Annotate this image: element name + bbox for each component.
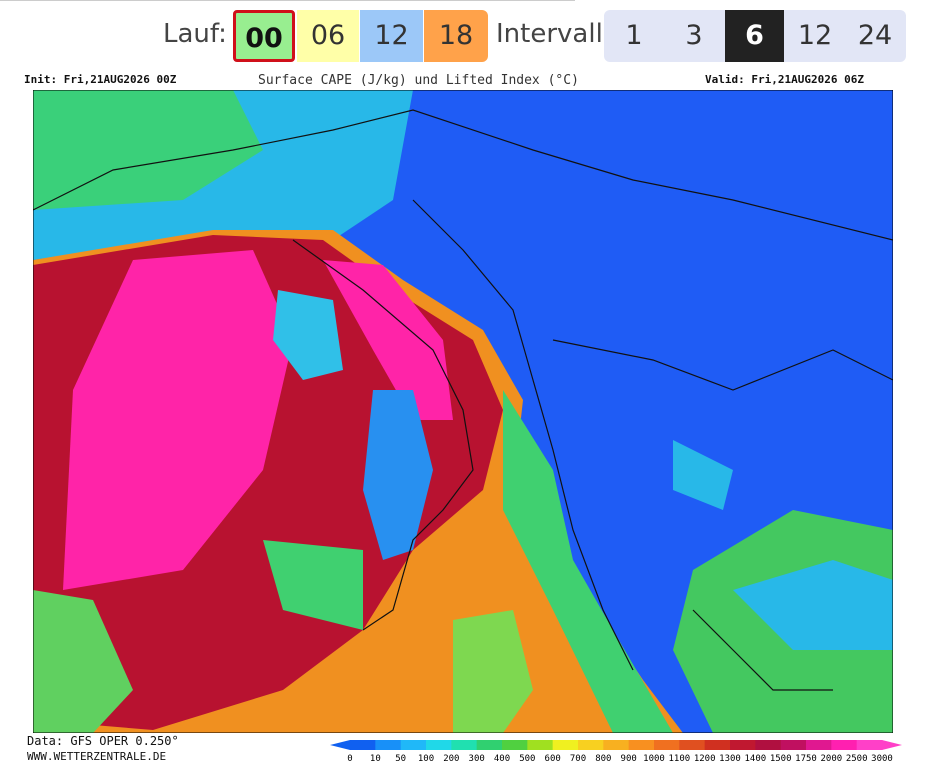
cape-area	[63, 250, 293, 590]
run-button[interactable]: 12	[360, 10, 423, 62]
scale-label: 100	[418, 754, 434, 764]
scale-label: 10	[370, 754, 381, 764]
scale-arrow	[882, 740, 902, 750]
scale-segment	[426, 740, 452, 750]
scale-segment	[856, 740, 883, 750]
scale-arrow	[330, 740, 350, 750]
scale-segment	[628, 740, 655, 750]
scale-label: 200	[443, 754, 459, 764]
scale-label: 50	[395, 754, 406, 764]
website: WWW.WETTERZENTRALE.DE	[27, 750, 167, 763]
scale-segment	[552, 740, 579, 750]
scale-label: 1200	[694, 754, 716, 764]
scale-label: 1750	[795, 754, 817, 764]
scale-segment	[780, 740, 807, 750]
cape-area	[363, 390, 433, 560]
scale-segment	[350, 740, 376, 750]
interval-button[interactable]: 24	[857, 20, 893, 51]
scale-segment	[451, 740, 478, 750]
interval-button[interactable]: 12	[797, 20, 833, 51]
scale-label: 700	[570, 754, 586, 764]
run-label: Lauf:	[163, 19, 227, 49]
cape-area	[453, 610, 533, 733]
scale-segment	[654, 740, 680, 750]
coastline	[292, 239, 474, 631]
scale-segment	[502, 740, 528, 750]
scale-label: 500	[519, 754, 535, 764]
scale-label: 1300	[719, 754, 741, 764]
top-border	[0, 0, 575, 1]
scale-segment	[603, 740, 630, 750]
scale-segment	[400, 740, 427, 750]
scale-label: 2000	[820, 754, 842, 764]
scale-label: 600	[545, 754, 561, 764]
interval-button[interactable]: 6	[725, 10, 784, 62]
coastline	[412, 199, 634, 671]
border	[33, 109, 893, 241]
scale-label: 800	[595, 754, 611, 764]
data-source: Data: GFS OPER 0.250°	[27, 734, 179, 748]
scale-label: 0	[347, 754, 352, 764]
cape-area	[33, 590, 133, 733]
scale-segment	[578, 740, 604, 750]
scale-segment	[831, 740, 858, 750]
scale-segment	[679, 740, 706, 750]
map-title: Surface CAPE (J/kg) und Lifted Index (°C…	[258, 73, 579, 88]
scale-label: 900	[621, 754, 637, 764]
scale-segment	[704, 740, 731, 750]
run-button[interactable]: 00	[233, 10, 295, 62]
scale-segment	[476, 740, 503, 750]
cape-area	[273, 290, 343, 380]
coastlines	[33, 109, 893, 691]
interval-label: Intervall	[496, 19, 603, 49]
interval-button[interactable]: 1	[625, 20, 643, 51]
interval-button[interactable]: 3	[685, 20, 703, 51]
scale-label: 1400	[744, 754, 766, 764]
color-scale: 0 10 50 100 200 300 400 500 600 700 800 900 1000 1100…	[330, 740, 902, 764]
scale-segment	[806, 740, 832, 750]
scale-label: 1100	[668, 754, 690, 764]
weather-map	[33, 90, 893, 733]
run-button[interactable]: 18	[424, 10, 488, 62]
scale-label: 400	[494, 754, 510, 764]
cape-area	[733, 560, 893, 650]
scale-segment	[375, 740, 402, 750]
scale-segment	[755, 740, 782, 750]
cape-area	[673, 440, 733, 510]
init-time: Init: Fri,21AUG2026 00Z	[24, 73, 177, 86]
scale-segment	[527, 740, 554, 750]
scale-label: 3000	[871, 754, 893, 764]
border	[552, 339, 893, 391]
scale-label: 1000	[643, 754, 665, 764]
cape-area	[323, 260, 453, 420]
coastline	[692, 609, 833, 691]
scale-label: 300	[469, 754, 485, 764]
cape-area	[33, 90, 263, 210]
cape-area	[503, 390, 673, 733]
scale-segment	[730, 740, 756, 750]
scale-label: 2500	[846, 754, 868, 764]
run-button[interactable]: 06	[297, 10, 359, 62]
cape-area	[263, 540, 363, 630]
valid-time: Valid: Fri,21AUG2026 06Z	[705, 73, 864, 86]
scale-label: 1500	[770, 754, 792, 764]
